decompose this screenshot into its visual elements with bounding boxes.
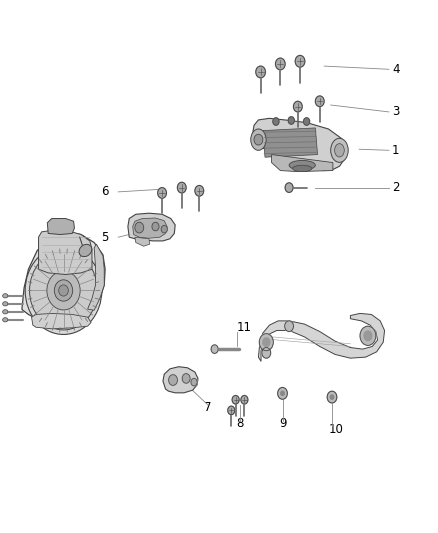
Ellipse shape <box>251 129 266 150</box>
Circle shape <box>256 66 265 78</box>
Circle shape <box>364 331 372 341</box>
Polygon shape <box>163 367 198 393</box>
Polygon shape <box>252 118 346 171</box>
Ellipse shape <box>3 310 8 314</box>
Circle shape <box>182 374 190 383</box>
Polygon shape <box>128 213 175 241</box>
Circle shape <box>288 117 294 124</box>
Ellipse shape <box>54 280 73 301</box>
Text: 8: 8 <box>237 417 244 430</box>
Circle shape <box>263 338 270 346</box>
Text: 2: 2 <box>392 181 399 194</box>
Text: 6: 6 <box>101 185 108 198</box>
Polygon shape <box>263 128 318 157</box>
Circle shape <box>191 378 197 386</box>
Circle shape <box>304 118 310 125</box>
Ellipse shape <box>293 165 312 172</box>
Ellipse shape <box>331 139 348 163</box>
Circle shape <box>158 188 166 198</box>
Text: 5: 5 <box>101 231 108 244</box>
Polygon shape <box>47 219 74 235</box>
Polygon shape <box>133 218 167 238</box>
Circle shape <box>360 326 376 345</box>
Circle shape <box>295 55 305 67</box>
Circle shape <box>276 58 285 70</box>
Polygon shape <box>22 232 105 324</box>
Text: 10: 10 <box>328 423 343 435</box>
Circle shape <box>152 222 159 231</box>
Ellipse shape <box>29 251 97 330</box>
Ellipse shape <box>79 244 92 257</box>
Circle shape <box>254 134 263 145</box>
Circle shape <box>293 101 302 112</box>
Text: 1: 1 <box>392 144 399 157</box>
Circle shape <box>211 345 218 353</box>
Polygon shape <box>88 244 104 310</box>
Ellipse shape <box>3 294 8 298</box>
Ellipse shape <box>47 271 80 310</box>
Circle shape <box>285 183 293 192</box>
Polygon shape <box>32 313 91 329</box>
Circle shape <box>161 225 167 233</box>
Ellipse shape <box>25 246 102 335</box>
Circle shape <box>315 96 324 107</box>
Circle shape <box>259 334 273 351</box>
Circle shape <box>232 395 239 404</box>
Text: 3: 3 <box>392 106 399 118</box>
Text: 9: 9 <box>279 417 287 430</box>
Circle shape <box>278 387 287 399</box>
Circle shape <box>135 222 144 233</box>
Ellipse shape <box>59 285 68 296</box>
Circle shape <box>273 118 279 125</box>
Polygon shape <box>39 230 92 274</box>
Text: 4: 4 <box>392 63 399 76</box>
Circle shape <box>195 185 204 196</box>
Circle shape <box>169 375 177 385</box>
Circle shape <box>228 406 235 415</box>
Text: 7: 7 <box>204 401 211 414</box>
Ellipse shape <box>289 160 315 170</box>
Ellipse shape <box>3 318 8 322</box>
Circle shape <box>262 348 271 358</box>
Polygon shape <box>135 237 150 246</box>
Circle shape <box>285 321 293 332</box>
Circle shape <box>327 391 337 403</box>
Polygon shape <box>258 313 385 361</box>
Circle shape <box>241 395 248 404</box>
Polygon shape <box>272 155 333 172</box>
Text: 11: 11 <box>237 321 251 334</box>
Ellipse shape <box>335 144 344 157</box>
Circle shape <box>330 395 334 399</box>
Circle shape <box>177 182 186 193</box>
Circle shape <box>281 391 284 395</box>
Ellipse shape <box>3 302 8 306</box>
